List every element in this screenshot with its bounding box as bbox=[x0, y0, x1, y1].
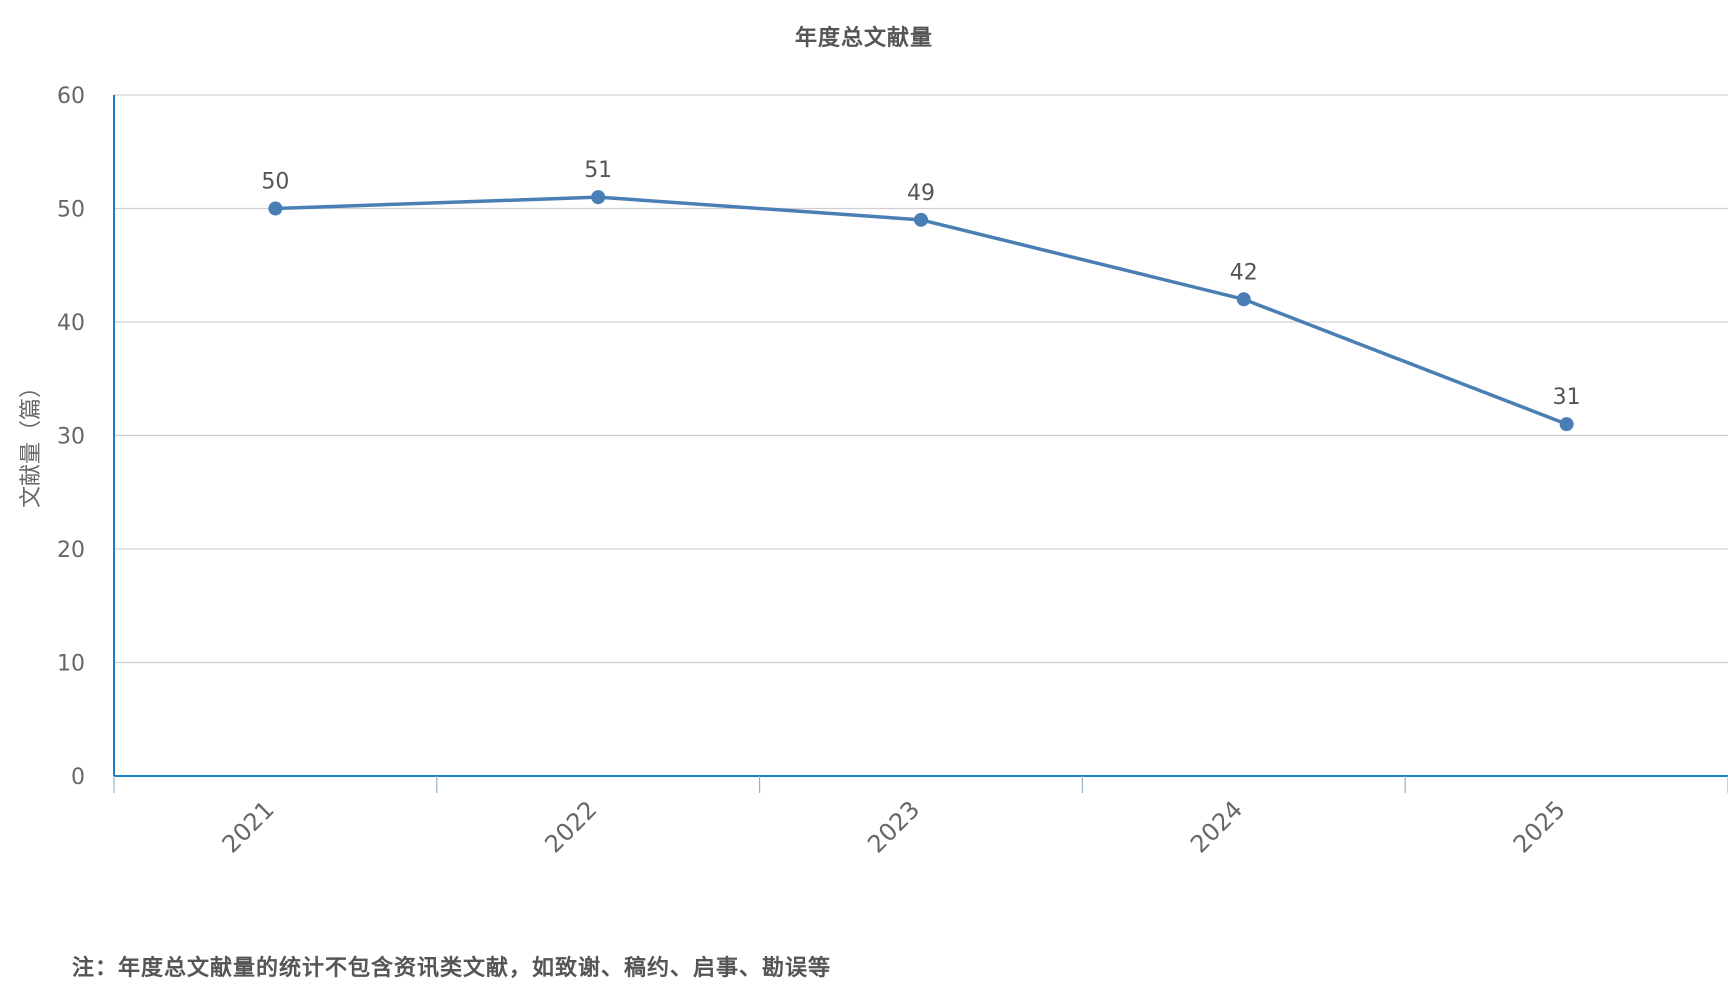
data-point bbox=[591, 190, 606, 205]
x-tick-label: 2024 bbox=[1185, 795, 1248, 858]
data-label: 31 bbox=[1553, 385, 1581, 410]
chart-title: 年度总文献量 bbox=[794, 26, 933, 51]
data-label: 51 bbox=[584, 158, 612, 183]
y-tick-label: 50 bbox=[57, 198, 85, 223]
data-point bbox=[268, 201, 283, 216]
series-line-path bbox=[275, 195, 1568, 426]
x-tick-label: 2023 bbox=[862, 795, 925, 858]
footnote: 注：年度总文献量的统计不包含资讯类文献，如致谢、稿约、启事、勘误等 bbox=[72, 956, 832, 981]
data-label: 42 bbox=[1230, 260, 1258, 285]
x-tick-label: 2021 bbox=[217, 795, 280, 858]
x-tick-label: 2025 bbox=[1508, 795, 1571, 858]
series-line bbox=[275, 195, 1568, 426]
x-tick-label: 2022 bbox=[539, 795, 602, 858]
grid-lines bbox=[114, 94, 1728, 664]
y-tick-label: 30 bbox=[57, 425, 85, 450]
axes bbox=[113, 95, 1728, 793]
series-points bbox=[268, 190, 1574, 432]
y-tick-label: 10 bbox=[57, 652, 85, 677]
data-label: 49 bbox=[907, 181, 935, 206]
data-point bbox=[1236, 292, 1251, 307]
y-tick-label: 20 bbox=[57, 538, 85, 563]
y-tick-label: 60 bbox=[57, 84, 85, 109]
x-tick-labels: 2021 2022 2023 2024 2025 bbox=[217, 795, 1571, 858]
y-tick-label: 40 bbox=[57, 311, 85, 336]
y-tick-label: 0 bbox=[71, 765, 85, 790]
data-point bbox=[1559, 417, 1574, 432]
data-point bbox=[914, 212, 928, 227]
y-tick-labels: 0 10 20 30 40 50 60 bbox=[57, 84, 85, 790]
data-label: 50 bbox=[261, 170, 289, 195]
y-axis-label: 文献量（篇） bbox=[19, 376, 44, 508]
data-labels: 50 51 49 42 31 bbox=[261, 158, 1580, 410]
